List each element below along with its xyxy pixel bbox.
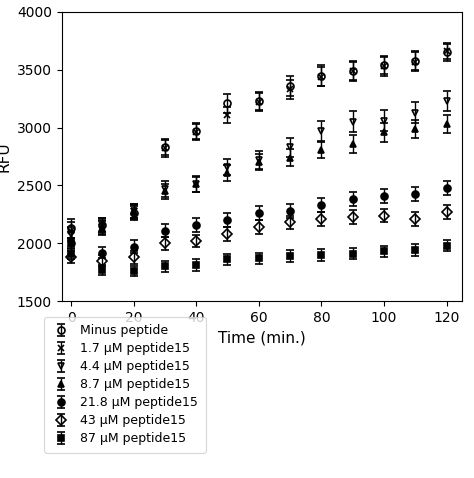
Legend: Minus peptide, 1.7 μM peptide15, 4.4 μM peptide15, 8.7 μM peptide15, 21.8 μM pep: Minus peptide, 1.7 μM peptide15, 4.4 μM … xyxy=(44,317,206,453)
X-axis label: Time (min.): Time (min.) xyxy=(218,330,306,346)
Y-axis label: RFU: RFU xyxy=(0,141,11,172)
